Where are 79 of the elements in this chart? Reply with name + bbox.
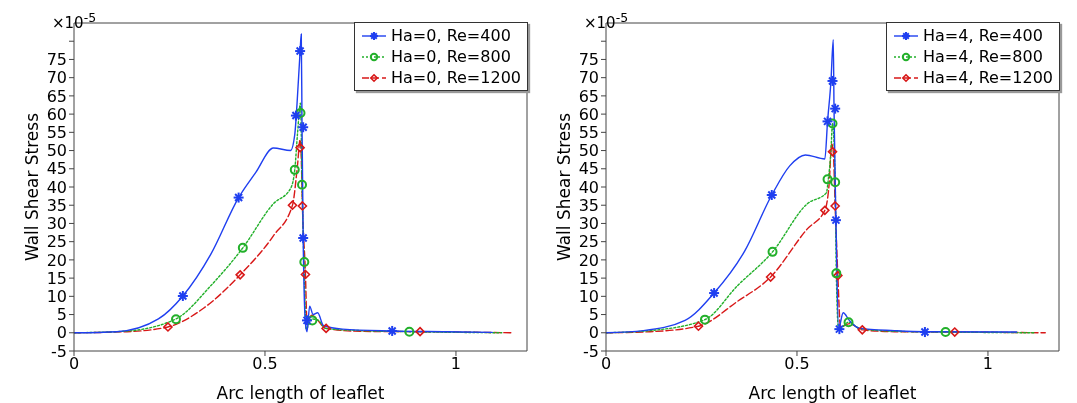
point bbox=[765, 272, 776, 282]
point bbox=[300, 269, 311, 280]
point bbox=[237, 242, 248, 253]
y-tick-label: 0 bbox=[588, 323, 599, 343]
point bbox=[297, 201, 308, 211]
y-tick-label: 10 bbox=[46, 287, 67, 307]
x-tick-label: 1 bbox=[982, 354, 994, 374]
y-tick-label: 30 bbox=[578, 214, 599, 234]
legend-label: Ha=0, Re=1200 bbox=[391, 67, 521, 88]
y-tick-label: 45 bbox=[578, 159, 599, 179]
y-tick-label: 55 bbox=[578, 123, 599, 143]
y-tick-label: 20 bbox=[578, 250, 599, 270]
y-tick-label: 75 bbox=[578, 50, 599, 70]
y-tick-label: 15 bbox=[46, 268, 67, 288]
y-tick-label: 60 bbox=[578, 104, 599, 124]
point bbox=[822, 174, 833, 185]
point bbox=[235, 270, 245, 280]
x-axis-title: Arc length of leaflet bbox=[748, 383, 917, 403]
y-tick-label: 30 bbox=[46, 214, 67, 234]
y-tick-label: 70 bbox=[578, 68, 599, 88]
point bbox=[295, 108, 306, 119]
y-tick-label: 50 bbox=[578, 141, 599, 161]
y-tick-label: 25 bbox=[46, 232, 67, 252]
point bbox=[820, 205, 830, 216]
point bbox=[415, 326, 425, 337]
point bbox=[843, 317, 854, 328]
y-tick-label: 10 bbox=[578, 287, 599, 307]
y-axis-title: Wall Shear Stress bbox=[22, 112, 43, 262]
y-tick-label: 40 bbox=[578, 177, 599, 197]
x-tick-label: 1 bbox=[450, 354, 462, 374]
annotation: ×10$^{-5}$ bbox=[584, 10, 629, 32]
point bbox=[827, 118, 838, 129]
point bbox=[767, 246, 778, 257]
y-axis-title: Wall Shear Stress bbox=[554, 112, 575, 262]
legend-label: Ha=4, Re=800 bbox=[923, 46, 1043, 67]
y-tick-label: 35 bbox=[46, 195, 67, 215]
point bbox=[289, 164, 300, 175]
point bbox=[297, 179, 308, 190]
x-tick-label: 0.5 bbox=[784, 354, 810, 374]
y-tick-label: 55 bbox=[46, 123, 67, 143]
y-tick-label: 5 bbox=[588, 305, 599, 325]
y-tick-label: 50 bbox=[46, 141, 67, 161]
point bbox=[321, 323, 331, 334]
annotation: ×10$^{-5}$ bbox=[52, 10, 97, 32]
y-tick-label: 45 bbox=[46, 159, 67, 179]
point bbox=[295, 142, 305, 153]
y-tick-label: 65 bbox=[578, 86, 599, 106]
point bbox=[170, 314, 181, 325]
y-tick-label: 20 bbox=[46, 250, 67, 270]
y-tick-label: 60 bbox=[46, 104, 67, 124]
point bbox=[163, 322, 173, 332]
point bbox=[693, 321, 704, 332]
y-tick-label: 65 bbox=[46, 86, 67, 106]
y-tick-label: 0 bbox=[56, 323, 67, 343]
point bbox=[857, 325, 868, 335]
point bbox=[940, 327, 951, 338]
x-axis-title: Arc length of leaflet bbox=[216, 383, 385, 403]
y-tick-label: 5 bbox=[56, 305, 67, 325]
y-tick-label: 75 bbox=[46, 50, 67, 70]
point bbox=[287, 200, 298, 211]
point bbox=[830, 201, 840, 211]
legend-label: Ha=4, Re=400 bbox=[923, 25, 1043, 46]
x-tick-label: 0.5 bbox=[252, 354, 278, 374]
y-tick-label: 15 bbox=[578, 268, 599, 288]
y-tick-label: 25 bbox=[578, 232, 599, 252]
point bbox=[404, 326, 415, 337]
point bbox=[827, 146, 838, 157]
point bbox=[299, 257, 310, 268]
point bbox=[949, 327, 960, 337]
legend-label: Ha=0, Re=400 bbox=[391, 25, 511, 46]
legend-label: Ha=4, Re=1200 bbox=[923, 67, 1053, 88]
y-tick-label: -5 bbox=[51, 341, 67, 361]
y-tick-label: 70 bbox=[46, 68, 67, 88]
point bbox=[830, 177, 841, 188]
y-tick-label: -5 bbox=[583, 341, 599, 361]
legend-label: Ha=0, Re=800 bbox=[391, 46, 511, 67]
y-tick-label: 40 bbox=[46, 177, 67, 197]
y-tick-label: 35 bbox=[578, 195, 599, 215]
point bbox=[699, 314, 710, 325]
